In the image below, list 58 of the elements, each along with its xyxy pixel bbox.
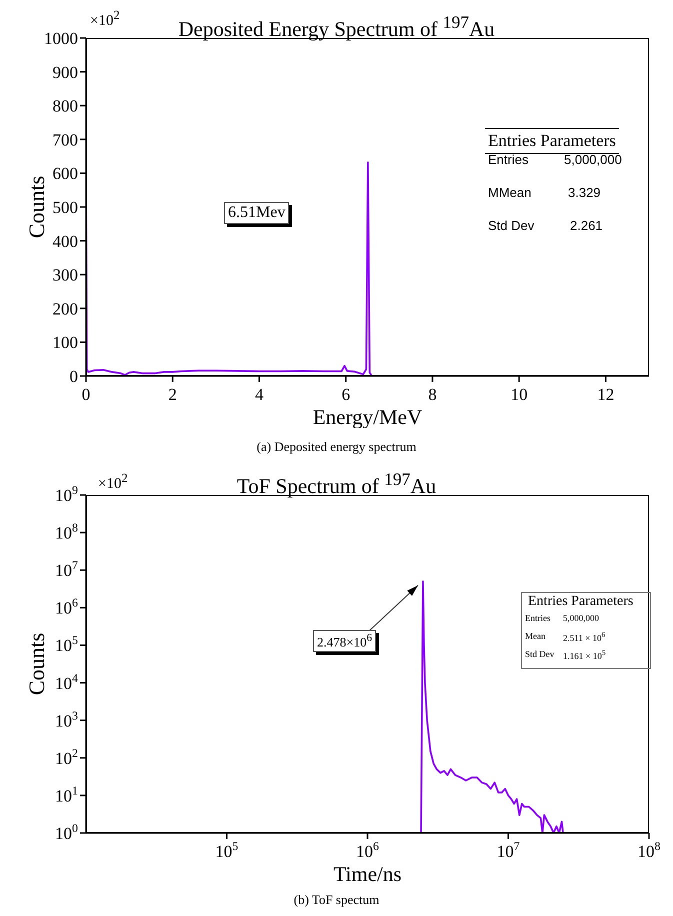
text: ×10$^{2}$ <box>90 8 120 30</box>
annotation: 3.329 <box>568 185 601 201</box>
annotation: Entries <box>525 613 550 624</box>
y-tick-label: 1000 <box>44 29 78 48</box>
y-tick-label: 10$^{4}$ <box>55 670 78 693</box>
x-tick-label: 2 <box>168 385 177 404</box>
x-tick-label: 10 <box>510 385 528 404</box>
y-axis-title: Counts <box>24 176 49 238</box>
y-tick-label: 10$^{8}$ <box>55 520 78 543</box>
text: (a) Deposited energy spectrum <box>256 439 418 455</box>
x-tick-label: 10$^{5}$ <box>215 839 238 861</box>
x-axis-title: Time/ns <box>333 862 402 886</box>
y-tick-label: 100 <box>52 333 78 352</box>
x-tick-label: 6 <box>342 385 350 404</box>
annotation: 2.478×10$^{6}$ <box>313 630 376 652</box>
y-tick-label: 10$^{9}$ <box>55 483 78 505</box>
y-tick-label: 300 <box>52 266 78 285</box>
y-axis-title: Counts <box>24 632 49 696</box>
x-tick-label: 8 <box>428 385 437 404</box>
annotation: Std Dev <box>525 649 554 660</box>
annotation: 2.511 × 10$^{6}$ <box>563 630 606 644</box>
chart-title: ToF Spectrum of $^{197}$Au <box>236 469 436 498</box>
y-tick-label: 10$^{1}$ <box>55 783 78 806</box>
y-tick-label: 500 <box>52 198 78 217</box>
annotation: Entries Parameters <box>528 594 634 610</box>
y-tick-label: 10$^{3}$ <box>55 708 78 730</box>
y-tick-label: 10$^{5}$ <box>55 633 78 656</box>
y-tick-label: 400 <box>52 232 78 251</box>
y-tick-label: 10$^{7}$ <box>55 558 78 580</box>
annotation: 5,000,000 <box>563 613 599 624</box>
text: ×10$^{2}$ <box>98 471 128 494</box>
line-series <box>86 161 373 376</box>
annotation: 5,000,000 <box>564 152 622 168</box>
text: (b) ToF spectum <box>292 892 380 908</box>
annotation: Entries Parameters <box>485 128 619 154</box>
x-tick-label: 0 <box>82 385 90 404</box>
x-tick-label: 10$^{6}$ <box>356 839 380 861</box>
annotation: Entries <box>488 152 528 168</box>
chart-title: Deposited Energy Spectrum of $^{197}$Au <box>178 12 495 41</box>
x-tick-label: 4 <box>254 385 264 404</box>
annotation: 6.51Mev <box>224 202 290 224</box>
annotation: 2.261 <box>570 218 603 234</box>
y-tick-label: 700 <box>52 130 78 150</box>
annotation: Mean <box>525 631 546 642</box>
y-tick-label: 0 <box>70 367 78 386</box>
annotation: MMean <box>488 185 532 201</box>
x-tick-label: 10$^{7}$ <box>496 839 520 861</box>
y-tick-label: 600 <box>52 164 78 184</box>
y-tick-label: 800 <box>52 96 78 116</box>
y-tick-label: 10$^{2}$ <box>55 746 78 768</box>
x-tick-label: 12 <box>597 385 614 404</box>
annotation: 1.161 × 10$^{5}$ <box>563 648 606 662</box>
annotation: Std Dev <box>488 218 534 234</box>
y-tick-label: 900 <box>52 62 78 82</box>
x-tick-label: 10$^{8}$ <box>638 839 661 861</box>
y-tick-label: 10$^{0}$ <box>55 821 78 843</box>
y-tick-label: 10$^{6}$ <box>55 596 78 618</box>
y-tick-label: 200 <box>52 299 78 318</box>
